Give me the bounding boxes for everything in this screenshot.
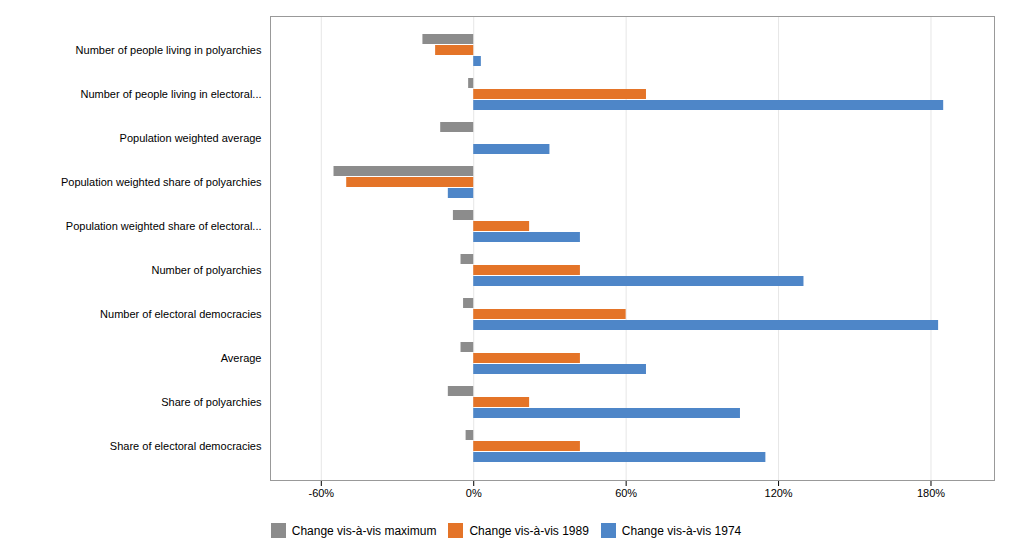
svg-text:Population weighted average: Population weighted average	[120, 132, 262, 144]
html-text:Change vis-à-vis maximum: Change vis-à-vis maximum	[291, 523, 437, 538]
html-text:Change vis-à-vis 1989: Change vis-à-vis 1989	[469, 523, 589, 538]
svg-text:-60%: -60%	[308, 487, 334, 499]
svg-text:Share of electoral democracies: Share of electoral democracies	[110, 440, 262, 452]
svg-text:Number of people living in ele: Number of people living in electoral...	[81, 88, 262, 100]
svg-text:60%: 60%	[615, 487, 637, 499]
svg-text:Number of people living in pol: Number of people living in polyarchies	[76, 44, 262, 56]
html-text:Change vis-à-vis 1974: Change vis-à-vis 1974	[621, 523, 742, 538]
svg-text:Population weighted share of e: Population weighted share of electoral..…	[66, 220, 262, 232]
svg-text:Number of polyarchies: Number of polyarchies	[151, 264, 262, 276]
svg-text:Population weighted share of p: Population weighted share of polyarchies	[61, 176, 262, 188]
svg-text:Average: Average	[221, 352, 262, 364]
svg-text:0%: 0%	[466, 487, 482, 499]
svg-text:Number of electoral democracie: Number of electoral democracies	[100, 308, 262, 320]
svg-text:180%: 180%	[917, 487, 945, 499]
svg-text:120%: 120%	[764, 487, 792, 499]
svg-text:Share of polyarchies: Share of polyarchies	[161, 396, 262, 408]
